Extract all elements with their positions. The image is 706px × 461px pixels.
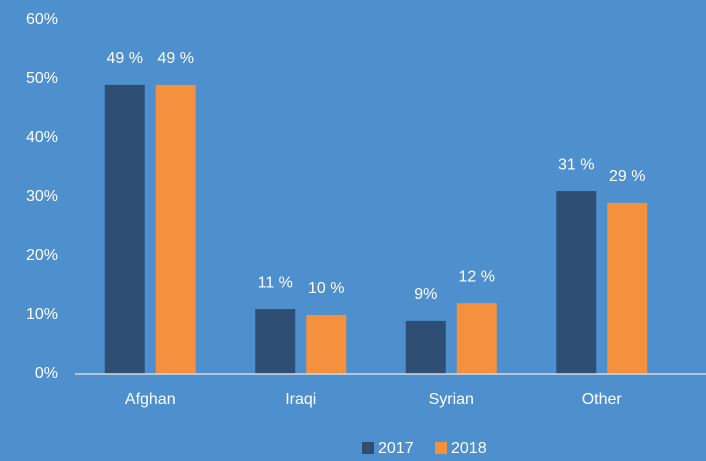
y-tick-label: 0% [35,365,58,382]
y-tick-label: 60% [26,11,58,28]
bar [155,84,196,375]
x-tick-label: Other [582,391,623,408]
data-label: 11 % [258,274,293,291]
x-tick-label: Iraqi [285,391,316,408]
bar [607,202,648,374]
data-label: 29 % [609,168,645,185]
bar [104,84,145,375]
y-tick-label: 10% [26,306,58,323]
data-label: 49 % [158,50,194,67]
data-label: 49 % [107,50,143,67]
bar [456,303,497,374]
y-tick-label: 40% [26,129,58,146]
data-label: 31 % [558,156,594,173]
y-tick-label: 30% [26,188,58,205]
legend-swatch [435,442,447,454]
bar [255,309,296,374]
bar [306,315,347,374]
x-tick-label: Syrian [429,391,474,408]
legend-label: 2018 [451,440,487,457]
legend-label: 2017 [378,440,414,457]
bar [405,320,446,374]
legend-swatch [362,442,374,454]
bar [556,191,597,374]
data-label: 10 % [308,280,344,297]
x-tick-label: Afghan [125,391,176,408]
y-tick-label: 20% [26,247,58,264]
y-tick-label: 50% [26,70,58,87]
data-label: 12 % [459,268,495,285]
data-label: 9% [414,286,437,303]
